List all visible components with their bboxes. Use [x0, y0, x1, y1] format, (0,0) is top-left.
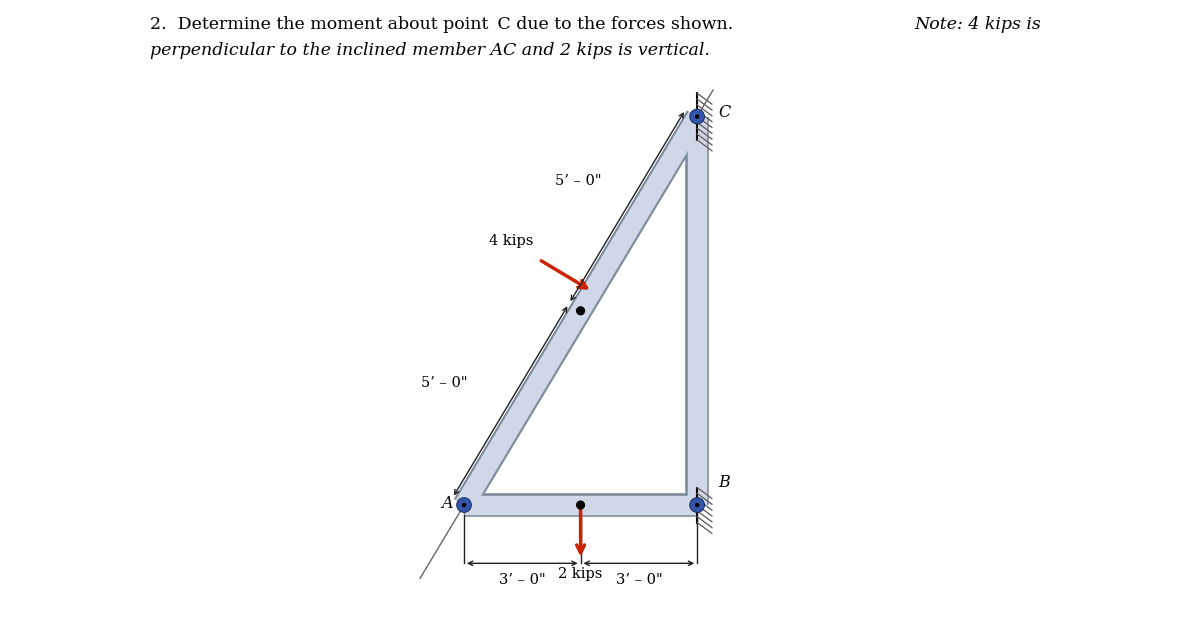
Circle shape: [458, 499, 470, 512]
Text: 4 kips: 4 kips: [488, 234, 533, 247]
Circle shape: [577, 307, 584, 315]
Text: 2.  Determine the moment about point  C due to the forces shown.: 2. Determine the moment about point C du…: [150, 16, 739, 33]
Circle shape: [696, 503, 698, 506]
Text: perpendicular to the inclined member AC and 2 kips is vertical.: perpendicular to the inclined member AC …: [150, 42, 710, 59]
Circle shape: [457, 498, 472, 512]
Text: 5’ – 0": 5’ – 0": [421, 376, 468, 390]
Circle shape: [690, 110, 704, 124]
Text: 3’ – 0": 3’ – 0": [499, 573, 546, 587]
Text: Note: 4 kips is: Note: 4 kips is: [914, 16, 1042, 33]
Circle shape: [691, 499, 703, 512]
Text: 2 kips: 2 kips: [558, 567, 602, 581]
Circle shape: [696, 115, 698, 118]
Circle shape: [462, 503, 466, 506]
Text: C: C: [719, 104, 731, 121]
Text: 5’ – 0": 5’ – 0": [556, 174, 602, 188]
Text: 3’ – 0": 3’ – 0": [616, 573, 662, 587]
Circle shape: [577, 501, 584, 509]
Text: B: B: [719, 474, 731, 492]
Text: A: A: [442, 495, 454, 512]
Circle shape: [691, 110, 703, 123]
Circle shape: [690, 498, 704, 512]
